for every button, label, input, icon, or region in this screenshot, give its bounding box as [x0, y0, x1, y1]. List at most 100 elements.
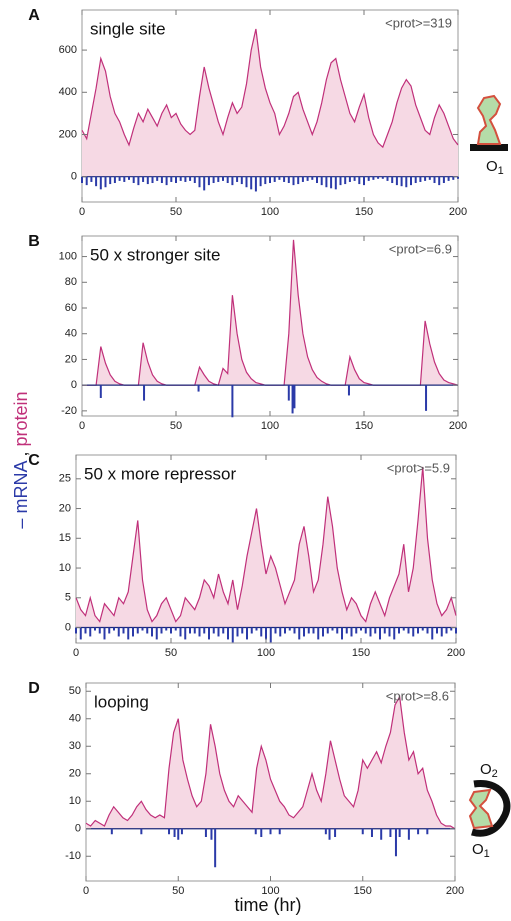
mrna-bar	[99, 176, 102, 190]
mrna-bar	[426, 627, 429, 634]
mrna-bar	[236, 627, 239, 637]
mrna-bar	[264, 176, 267, 185]
mrna-bar	[283, 176, 286, 182]
y-tick-label: -10	[65, 850, 81, 862]
y-tick-label: 0	[65, 621, 71, 633]
mrna-bar	[306, 176, 309, 181]
mrna-bar	[95, 176, 98, 187]
x-tick-label: 100	[261, 206, 279, 218]
protein-line	[81, 28, 459, 149]
mrna-bar	[455, 627, 457, 634]
mrna-bar	[431, 627, 434, 640]
mrna-bar	[113, 627, 115, 631]
mrna-bar	[348, 176, 351, 182]
mrna-bar	[428, 176, 431, 180]
y-label-mrna: – mRNA	[11, 461, 31, 529]
operator-label: O1	[486, 158, 504, 177]
mrna-bar	[398, 828, 401, 837]
mrna-bar	[207, 176, 210, 186]
mrna-bar	[246, 627, 248, 640]
mrna-bar	[301, 176, 304, 182]
mean-annotation: <prot>=5.9	[387, 460, 450, 475]
mrna-bar	[317, 627, 320, 640]
mrna-bar	[85, 176, 88, 186]
mrna-bar	[260, 627, 263, 637]
mrna-bar	[312, 627, 315, 634]
mrna-bar	[307, 627, 310, 634]
mrna-bar	[291, 385, 294, 414]
mrna-bar	[79, 627, 82, 640]
x-tick-label: 200	[447, 647, 465, 659]
mrna-bar	[274, 627, 277, 634]
mrna-bar	[226, 176, 229, 184]
mrna-bar	[394, 828, 397, 857]
mrna-bar	[269, 176, 271, 184]
mrna-bar	[236, 176, 239, 182]
x-tick-label: 100	[257, 647, 275, 659]
mrna-bar	[155, 627, 158, 640]
mrna-bar	[177, 828, 180, 840]
mrna-bar	[402, 627, 405, 631]
mrna-bar	[287, 385, 290, 401]
mrna-bar	[353, 176, 356, 181]
mrna-bar	[146, 627, 149, 634]
panel-title: looping	[94, 692, 149, 711]
mrna-bar	[122, 627, 125, 634]
mrna-bar	[99, 385, 102, 398]
mrna-bar	[197, 385, 200, 392]
y-tick-label: 5	[65, 592, 71, 604]
x-axis-label: time (hr)	[235, 895, 302, 915]
x-tick-label: 200	[449, 420, 467, 432]
mrna-bar	[341, 627, 343, 640]
y-tick-label: 10	[69, 795, 81, 807]
y-tick-label: -20	[61, 405, 77, 417]
mrna-bar	[231, 176, 234, 186]
mrna-bar	[407, 828, 410, 840]
y-tick-label: 0	[71, 171, 77, 183]
mrna-bar	[240, 176, 243, 185]
mrna-bar	[363, 176, 365, 186]
mrna-bar	[146, 176, 149, 185]
mrna-bar	[278, 828, 281, 835]
y-tick-label: 60	[65, 302, 77, 314]
protein-area	[86, 696, 455, 829]
mrna-bar	[331, 627, 334, 631]
mrna-bar	[140, 828, 143, 835]
mrna-bar	[293, 385, 296, 409]
y-tick-label: 20	[59, 502, 71, 514]
mrna-bar	[345, 627, 348, 634]
protein-line	[85, 694, 456, 830]
y-tick-label: 400	[59, 86, 77, 98]
mrna-bar	[380, 828, 383, 840]
mrna-bar	[279, 627, 282, 637]
mrna-bar	[212, 627, 215, 634]
mrna-bar	[278, 176, 281, 180]
mrna-bar	[217, 176, 220, 182]
mrna-bar	[369, 627, 372, 637]
mrna-bar	[231, 385, 234, 418]
mrna-bar	[273, 176, 276, 182]
mrna-bar	[203, 176, 206, 191]
mrna-bar	[180, 828, 183, 835]
mrna-bar	[118, 176, 121, 181]
mrna-bar	[179, 176, 182, 181]
mrna-bar	[393, 627, 396, 640]
mrna-bar	[367, 176, 370, 181]
mrna-bar	[269, 627, 272, 643]
mrna-bar	[442, 176, 445, 184]
mrna-bar	[334, 828, 337, 837]
mrna-bar	[198, 627, 201, 637]
y-axis-label: – mRNA , protein	[11, 391, 31, 528]
mrna-bar	[433, 176, 436, 184]
mrna-bar	[250, 627, 253, 634]
mrna-bar	[339, 176, 342, 186]
mrna-bar	[452, 176, 455, 180]
mrna-bar	[293, 627, 296, 634]
y-tick-label: 80	[65, 276, 77, 288]
mrna-bar	[414, 176, 417, 184]
y-tick-label: 50	[69, 685, 81, 697]
mrna-bar	[170, 176, 173, 182]
